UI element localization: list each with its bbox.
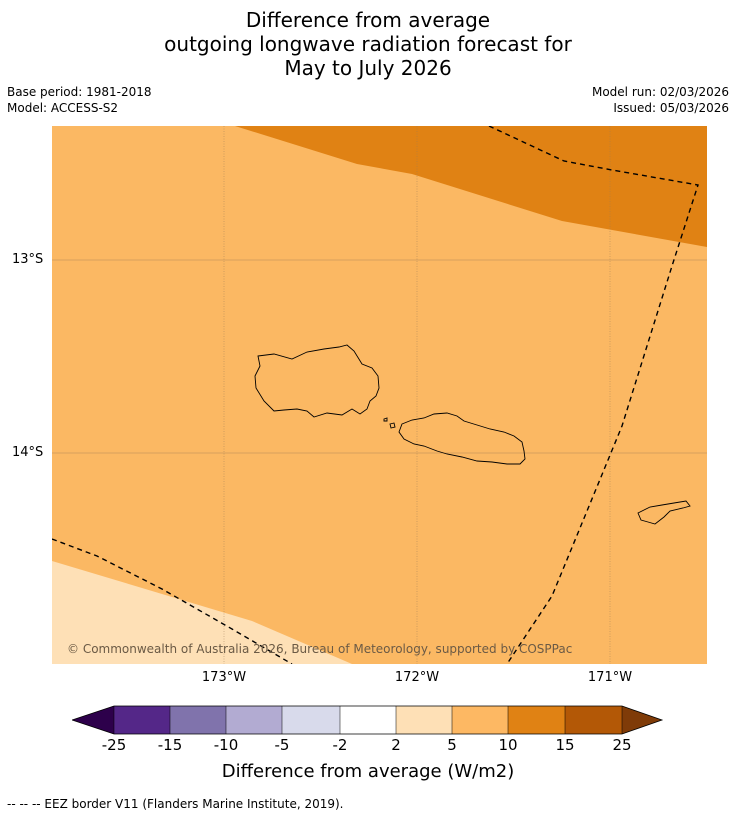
lon-label-173w: 173°W	[201, 670, 247, 685]
lat-label-14s: 14°S	[12, 445, 44, 460]
lat-label-13s: 13°S	[12, 252, 44, 267]
chart-title: Difference from average outgoing longwav…	[0, 8, 736, 80]
colorbar-segment-15-25	[565, 706, 622, 734]
colorbar-segment-n2-2	[340, 706, 396, 734]
colorbar-tick: 5	[447, 736, 457, 754]
islands	[254, 344, 691, 525]
meta-right: Model run: 02/03/2026 Issued: 05/03/2026	[592, 84, 729, 116]
model-run: Model run: 02/03/2026	[591, 85, 729, 99]
lon-label-172w: 172°W	[394, 670, 440, 685]
colorbar-tick: 10	[498, 736, 518, 754]
copyright-notice: © Commonwealth of Australia 2026, Bureau…	[67, 642, 573, 656]
title-line-3: May to July 2026	[284, 56, 452, 80]
title-line-2: outgoing longwave radiation forecast for	[164, 32, 572, 56]
colorbar-tick: -15	[157, 736, 183, 754]
colorbar	[72, 705, 664, 735]
colorbar-segment-n10-n5	[226, 706, 282, 734]
savaii-island	[254, 344, 380, 418]
title-line-1: Difference from average	[245, 8, 491, 32]
eez-border-southwest	[52, 538, 293, 664]
base-period: Base period: 1981-2018	[7, 85, 152, 99]
colorbar-tick: 15	[555, 736, 575, 754]
colorbar-extend-high	[622, 706, 662, 734]
colorbar-label: Difference from average (W/m2)	[221, 761, 515, 782]
apolima-islet	[383, 417, 388, 422]
lon-label-171w: 171°W	[587, 670, 633, 685]
eez-borders	[52, 126, 699, 664]
colorbar-tick: -25	[101, 736, 127, 754]
colorbar-tick: -2	[332, 736, 348, 754]
colorbar-extend-low	[72, 706, 114, 734]
colorbar-segment-n5-n2	[282, 706, 340, 734]
american-samoa-tutuila	[637, 500, 691, 525]
band-2-to-5	[52, 561, 352, 664]
colorbar-segment-2-5	[396, 706, 452, 734]
colorbar-segment-10-15	[508, 706, 565, 734]
meta-left: Base period: 1981-2018 Model: ACCESS-S2	[7, 84, 152, 116]
upolu-island	[398, 412, 526, 465]
eez-footnote: -- -- -- EEZ border V11 (Flanders Marine…	[7, 797, 344, 811]
eez-border-east	[488, 126, 699, 664]
colorbar-tick: 25	[612, 736, 632, 754]
colorbar-dividers	[113, 706, 623, 734]
gridlines	[52, 126, 707, 664]
model-name: Model: ACCESS-S2	[7, 101, 119, 115]
band-10-to-15	[235, 126, 707, 247]
colorbar-segment-n15-n10	[170, 706, 226, 734]
manono-islet	[389, 422, 396, 429]
colorbar-tick: -10	[213, 736, 239, 754]
colorbar-tick: -5	[274, 736, 290, 754]
colorbar-segment-5-10	[452, 706, 508, 734]
issued-date: Issued: 05/03/2026	[613, 101, 729, 115]
colorbar-segment-n25-n15	[114, 706, 170, 734]
colorbar-tick: 2	[391, 736, 401, 754]
forecast-map	[52, 126, 707, 664]
